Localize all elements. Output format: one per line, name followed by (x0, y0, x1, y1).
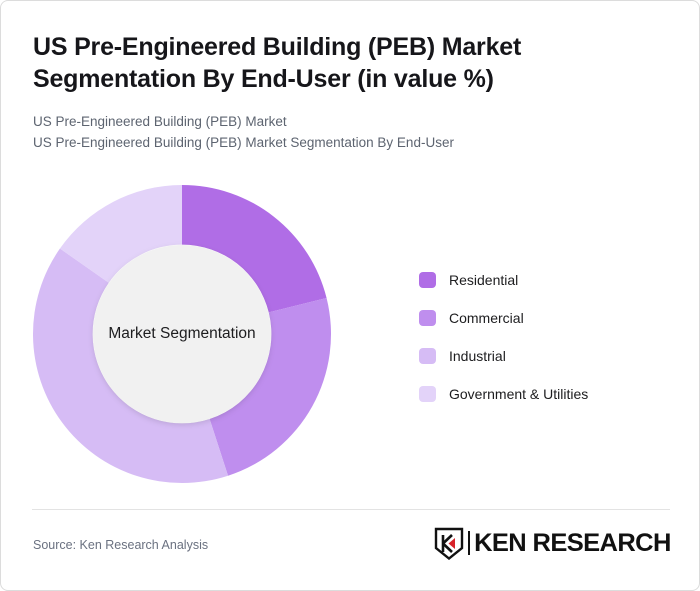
donut-slice-group (32, 185, 331, 484)
legend-item-commercial[interactable]: Commercial (419, 299, 588, 337)
source-note: Source: Ken Research Analysis (33, 538, 209, 552)
donut-chart-svg (32, 185, 331, 484)
donut-chart: Market Segmentation (32, 183, 332, 485)
legend-swatch-icon (419, 272, 436, 288)
legend-swatch-icon (419, 386, 436, 402)
ken-research-shield-icon (434, 527, 464, 560)
brand-logo: KEN RESEARCH (434, 525, 672, 561)
subtitle-line-1: US Pre-Engineered Building (PEB) Market (33, 114, 287, 129)
brand-name: KEN RESEARCH (474, 528, 671, 557)
legend-item-residential[interactable]: Residential (419, 261, 588, 299)
chart-legend: Residential Commercial Industrial Govern… (419, 261, 588, 413)
chart-header: US Pre-Engineered Building (PEB) Market … (33, 31, 653, 153)
subtitle-group: US Pre-Engineered Building (PEB) Market … (33, 112, 653, 153)
footer-divider (32, 509, 670, 510)
donut-slice[interactable] (209, 297, 331, 476)
legend-item-label: Commercial (449, 310, 524, 326)
page-title: US Pre-Engineered Building (PEB) Market … (33, 33, 522, 93)
subtitle-line-2: US Pre-Engineered Building (PEB) Market … (33, 134, 454, 150)
donut-slice[interactable] (32, 248, 229, 484)
legend-item-industrial[interactable]: Industrial (419, 337, 588, 375)
chart-area: Market Segmentation Residential Commerci… (1, 166, 699, 501)
brand-separator (468, 531, 471, 555)
legend-item-government-utilities[interactable]: Government & Utilities (419, 375, 588, 413)
donut-slice[interactable] (59, 185, 182, 283)
legend-item-label: Residential (449, 272, 519, 288)
legend-swatch-icon (419, 310, 436, 326)
legend-swatch-icon (419, 348, 436, 364)
donut-hole (93, 245, 271, 423)
legend-item-label: Industrial (449, 348, 506, 364)
donut-slice[interactable] (182, 185, 327, 313)
legend-item-label: Government & Utilities (449, 386, 589, 402)
